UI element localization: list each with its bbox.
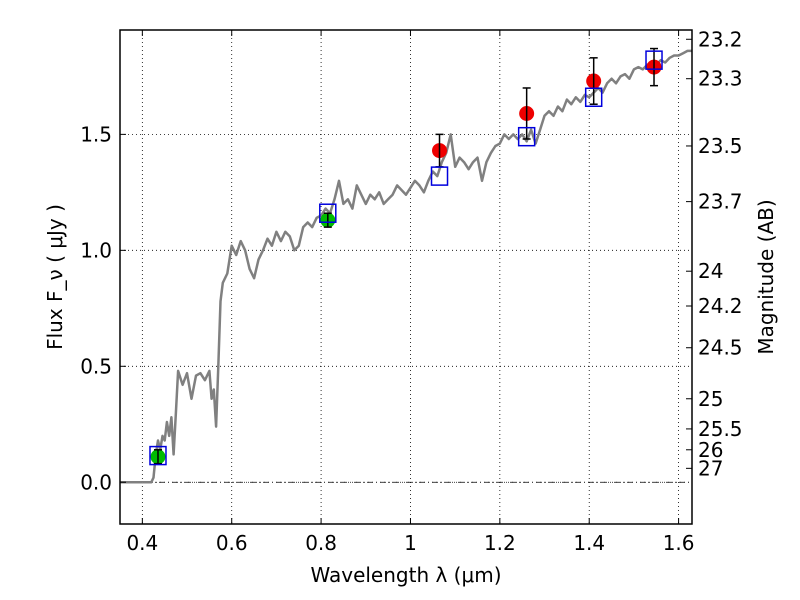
right-tick-label: 24 [698,259,723,283]
x-tick-label: 1.2 [484,531,516,555]
right-tick-label: 23.2 [698,27,743,51]
spectrum-line [120,49,692,484]
y-tick-label: 1.5 [80,122,112,146]
x-axis-label: Wavelength λ (μm) [310,563,501,587]
y-tick-label: 0.5 [80,354,112,378]
right-tick-label: 23.3 [698,67,743,91]
x-tick-label: 1.4 [573,531,605,555]
model-flux-square [149,445,167,466]
right-tick-label: 24.2 [698,294,743,318]
model-flux-square [430,166,449,186]
model-flux-square [645,50,663,70]
model-flux-square [517,126,536,147]
right-tick-label: 24.5 [698,336,743,360]
x-tick-label: 0.4 [126,531,158,555]
right-tick-label: 25 [698,387,723,411]
model-spectrum [120,49,692,484]
y-axis-label: Flux F_ν ( μJy ) [43,204,67,350]
data-points [149,47,663,466]
plot-frame [119,29,693,525]
right-tick-label: 23.7 [698,190,743,214]
right-axis-label: Magnitude (AB) [754,199,778,354]
x-tick-label: 1.6 [663,531,695,555]
x-tick-label: 1 [404,531,417,555]
right-tick-label: 25.5 [698,417,743,441]
right-tick-label: 23.5 [698,134,743,158]
model-flux-square [584,87,603,108]
axis-ticks: 0.4 0.6 0.8 1 1.2 1.4 1.6 0.0 0.5 1.0 1.5 23.2 23.3 2… [80,27,742,555]
y-tick-label: 0.0 [80,470,112,494]
y-tick-label: 1.0 [80,238,112,262]
x-tick-label: 0.6 [216,531,248,555]
model-flux-square [319,203,337,223]
x-tick-label: 0.8 [305,531,337,555]
grid [120,30,692,524]
right-tick-label: 26 [698,438,723,462]
right-tick-label: 27 [698,456,723,480]
